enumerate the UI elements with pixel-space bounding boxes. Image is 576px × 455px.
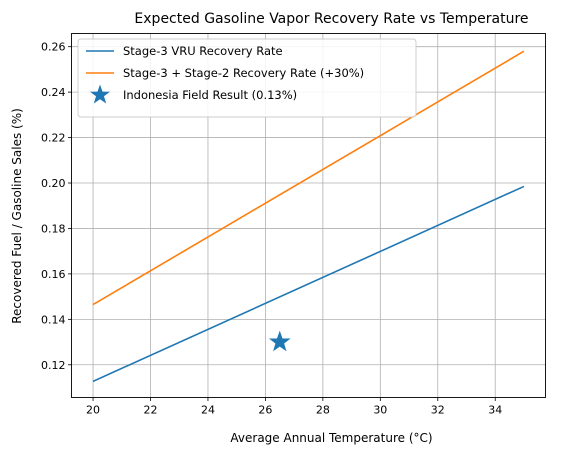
series-layer [92, 50, 525, 383]
legend-label: Stage-3 + Stage-2 Recovery Rate (+30%) [123, 66, 364, 80]
x-tick-label: 28 [316, 404, 330, 417]
y-tick-label: 0.20 [41, 177, 66, 190]
y-tick-label: 0.16 [41, 268, 66, 281]
y-tick-label: 0.24 [41, 86, 66, 99]
y-tick-label: 0.12 [41, 359, 66, 372]
x-tick-label: 20 [86, 404, 100, 417]
legend-label: Stage-3 VRU Recovery Rate [123, 44, 283, 58]
chart-title: Expected Gasoline Vapor Recovery Rate vs… [134, 11, 528, 27]
legend: Stage-3 VRU Recovery Rate Stage-3 + Stage… [77, 38, 417, 118]
y-tick-label: 0.26 [41, 41, 66, 54]
y-tick-label: 0.22 [41, 132, 66, 145]
y-axis-label: Recovered Fuel / Gasoline Sales (%) [10, 108, 24, 324]
series-line-1 [92, 50, 525, 306]
y-tick-label: 0.14 [41, 313, 66, 326]
x-tick-label: 22 [144, 404, 158, 417]
x-tick-label: 34 [488, 404, 502, 417]
plot-frame [71, 33, 546, 398]
y-tick-label: 0.18 [41, 222, 66, 235]
x-tick-label: 24 [201, 404, 215, 417]
legend-label: Indonesia Field Result (0.13%) [123, 88, 297, 102]
x-tick-label: 26 [258, 404, 272, 417]
x-axis-label: Average Annual Temperature (°C) [230, 431, 432, 445]
legend-swatch-star [90, 84, 110, 104]
series-line-0 [92, 185, 525, 383]
legend-box [77, 38, 417, 118]
tick-labels: 20 22 24 26 28 30 32 34 0.12 0.14 0.16 0.18 0.20 0.22… [41, 41, 502, 417]
x-tick-label: 30 [373, 404, 387, 417]
x-tick-label: 32 [431, 404, 445, 417]
data-point-star [268, 330, 291, 352]
